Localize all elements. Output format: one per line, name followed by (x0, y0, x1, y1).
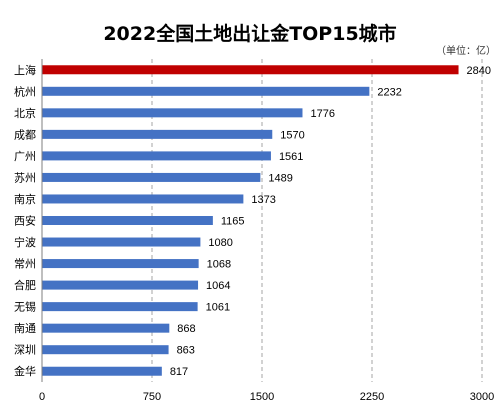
bar (42, 172, 261, 182)
value-label: 2840 (467, 65, 491, 77)
bar (42, 108, 303, 118)
category-label: 南通 (14, 322, 36, 335)
x-tick-label: 0 (39, 391, 45, 403)
category-label: 成都 (14, 128, 36, 141)
bar (42, 280, 199, 290)
bar (42, 366, 162, 376)
value-label: 1064 (206, 280, 230, 292)
category-label: 苏州 (14, 171, 36, 184)
value-label: 1080 (208, 237, 232, 249)
value-label: 1570 (280, 129, 304, 141)
axes: 0 750 1500 2250 3000 上海杭州北京成都广州苏州南京西安宁波常州合肥无锡… (14, 59, 494, 403)
value-label: 2232 (377, 86, 401, 98)
category-label: 西安 (14, 214, 36, 228)
x-tick-label: 3000 (470, 391, 494, 403)
bar (42, 345, 169, 355)
value-label: 863 (177, 345, 195, 357)
bar (42, 237, 201, 247)
x-tick-label: 750 (143, 391, 161, 403)
bar (42, 65, 459, 75)
chart-title: 2022全国土地出让金TOP15城市 (103, 22, 396, 45)
bar (42, 129, 273, 139)
x-tick-label: 1500 (250, 391, 274, 403)
value-label: 1165 (221, 216, 245, 228)
value-label: 1776 (310, 108, 334, 120)
value-label: 868 (177, 323, 195, 335)
bar (42, 194, 244, 204)
bar (42, 323, 170, 333)
category-label: 杭州 (14, 84, 36, 98)
value-label: 1068 (207, 259, 231, 271)
bar (42, 216, 213, 225)
bar (42, 302, 198, 312)
value-label: 1489 (268, 172, 292, 184)
category-label: 上海 (14, 63, 36, 77)
unit-label: （单位：亿） (436, 44, 496, 57)
category-label: 无锡 (14, 300, 36, 314)
bar (42, 259, 199, 269)
bar (42, 151, 271, 161)
category-label: 金华 (14, 364, 36, 378)
category-label: 广州 (14, 150, 36, 163)
category-label: 合肥 (14, 278, 36, 292)
value-label: 1373 (251, 194, 275, 206)
x-tick-label: 2250 (360, 391, 384, 403)
category-label: 宁波 (14, 235, 36, 249)
value-label: 1061 (206, 302, 230, 314)
category-label: 北京 (14, 106, 36, 120)
value-label: 1561 (279, 151, 303, 163)
value-label: 817 (170, 366, 188, 378)
bars: 2840 2232 1776 1570 1561 1489 1373 1165 1080 1068… (42, 65, 491, 378)
category-label: 南京 (14, 192, 36, 206)
category-label: 常州 (14, 258, 36, 271)
category-label: 深圳 (14, 344, 36, 357)
bar (42, 86, 370, 96)
